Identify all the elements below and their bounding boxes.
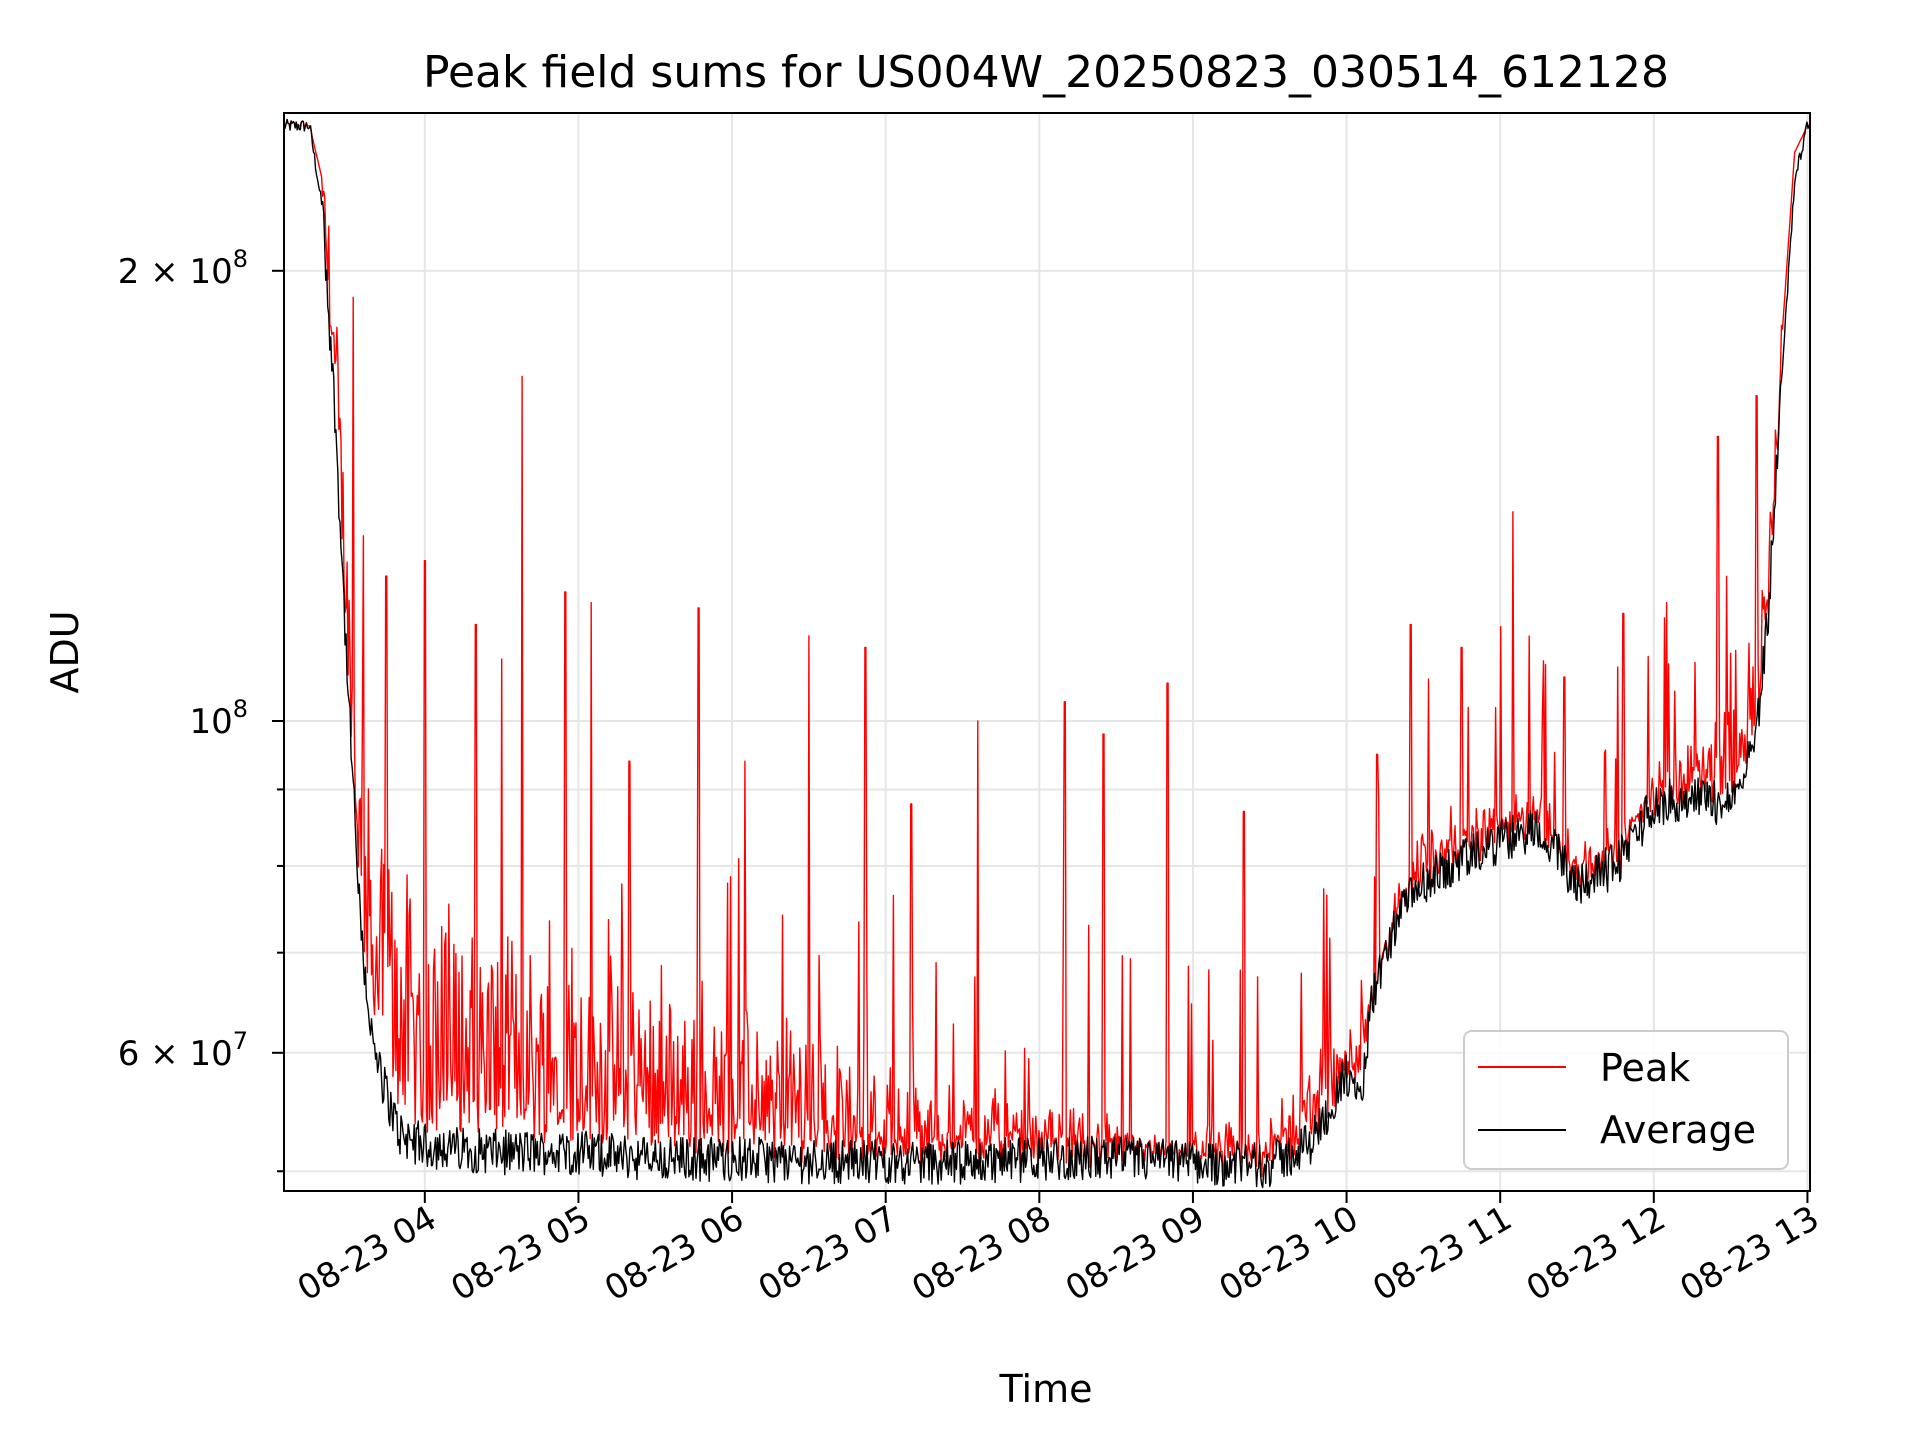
- y-tick-base: 2 × 10: [118, 252, 233, 292]
- legend-label-peak: Peak: [1600, 1046, 1690, 1090]
- y-tick-label: 6 × 107: [118, 1027, 248, 1074]
- legend-label-average: Average: [1600, 1108, 1756, 1152]
- legend-box: [1463, 1030, 1789, 1170]
- y-tick-base: 6 × 10: [118, 1034, 233, 1074]
- legend: Peak Average: [1463, 1030, 1789, 1170]
- y-axis-label: ADU: [43, 610, 87, 693]
- x-axis-label: Time: [999, 1367, 1093, 1411]
- y-tick-exponent: 7: [233, 1027, 248, 1055]
- plot-lines: [283, 118, 1811, 1189]
- series-line-average: [283, 118, 1811, 1189]
- plot-frame: [283, 112, 1811, 1192]
- y-tick-exponent: 8: [233, 245, 248, 273]
- y-tick-base: 10: [189, 702, 232, 742]
- y-tick-label: 2 × 108: [118, 245, 248, 292]
- y-tick-exponent: 8: [233, 695, 248, 723]
- y-tick-label: 108: [189, 695, 248, 742]
- chart-title: Peak field sums for US004W_20250823_0305…: [423, 47, 1669, 98]
